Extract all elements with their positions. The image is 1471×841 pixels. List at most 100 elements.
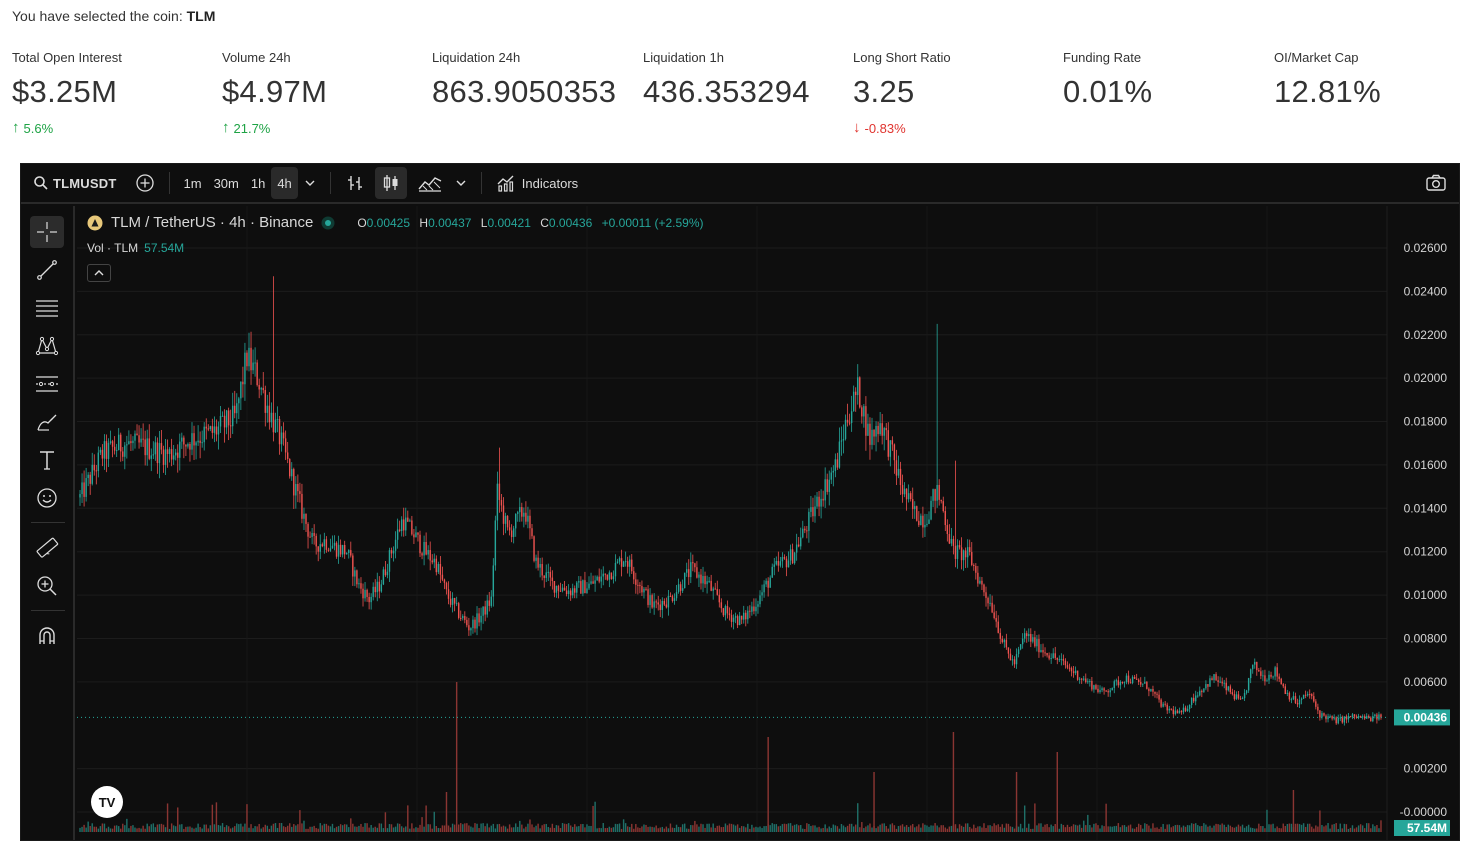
stat-change: ↑ 5.6%: [12, 120, 217, 136]
trend-line-tool[interactable]: [30, 254, 64, 286]
high-label: H: [419, 215, 429, 230]
volume-bar: [836, 826, 839, 832]
volume-bar: [561, 823, 564, 832]
volume-bar: [946, 828, 949, 832]
brush-tool[interactable]: [30, 406, 64, 438]
magnet-tool[interactable]: [30, 620, 64, 652]
volume-bar: [592, 805, 594, 832]
candle-body: [956, 545, 959, 559]
volume-bar: [614, 823, 617, 832]
chart-plot-area[interactable]: 0.02600 0.02400 0.02200 0.02000 0.01800 0.016…: [77, 206, 1460, 841]
interval-dropdown[interactable]: [298, 167, 322, 199]
volume-bar: [590, 825, 592, 832]
interval-1m[interactable]: 1m: [183, 175, 202, 191]
volume-bar: [1288, 823, 1291, 832]
candle-body: [486, 600, 488, 615]
candle-body: [407, 517, 409, 522]
candle-body: [1347, 716, 1350, 720]
volume-bar: [89, 826, 91, 832]
candle-body: [1323, 713, 1325, 716]
camera-icon: [1426, 174, 1446, 191]
candle-body: [777, 560, 780, 566]
volume-bar: [1093, 823, 1095, 832]
interval-4h[interactable]: 4h: [271, 167, 298, 199]
volume-bar: [451, 823, 454, 832]
volume-bar: [1158, 828, 1160, 832]
candle-body: [830, 472, 832, 480]
chart-toolbar: TLMUSDT 1m 30m 1h 4h Indicators: [21, 164, 1459, 204]
volume-bar: [217, 825, 220, 832]
text-tool[interactable]: [30, 444, 64, 476]
symbol-search[interactable]: TLMUSDT: [27, 167, 123, 199]
volume-bar: [449, 827, 452, 832]
volume-bar: [299, 810, 301, 832]
stat-label: Liquidation 24h: [432, 50, 521, 65]
volume-bar: [1205, 824, 1207, 832]
candle-body: [1042, 650, 1044, 653]
measure-tool[interactable]: [30, 532, 64, 564]
candle-body: [1284, 686, 1287, 695]
candle-body: [1028, 634, 1030, 637]
candle-body: [769, 577, 771, 588]
candle-body: [1099, 690, 1101, 693]
bar-style-button[interactable]: [339, 167, 371, 199]
candle-body: [883, 428, 885, 436]
volume-bar: [1180, 827, 1183, 832]
volume-bar: [926, 825, 928, 832]
volume-bar: [400, 826, 403, 832]
volume-bar: [1048, 827, 1050, 832]
candles-style-button[interactable]: [374, 167, 407, 199]
candle-body: [848, 422, 851, 424]
candle-body: [722, 608, 725, 616]
candle-body: [952, 538, 955, 546]
volume-bar: [997, 824, 999, 832]
crosshair-tool[interactable]: [30, 216, 64, 248]
candle-body: [229, 425, 232, 427]
volume-bar: [1072, 824, 1075, 832]
volume-bar: [1078, 824, 1081, 832]
volume-bar: [885, 826, 887, 832]
volume-bar: [1329, 828, 1331, 832]
compare-symbol-button[interactable]: [129, 167, 161, 199]
candle-body: [256, 362, 258, 385]
candle-body: [624, 561, 627, 563]
volume-bar: [960, 825, 963, 832]
interval-30m[interactable]: 30m: [213, 175, 239, 191]
volume-bar: [824, 824, 826, 832]
price-chart[interactable]: 0.02600 0.02400 0.02200 0.02000 0.01800 0.016…: [77, 206, 1460, 841]
volume-bar: [79, 827, 81, 832]
candle-body: [545, 572, 547, 578]
volume-bar: [1370, 828, 1372, 832]
open-value: 0.00425: [366, 215, 411, 230]
candle-body: [828, 479, 830, 492]
volume-bar: [1135, 827, 1138, 832]
pattern-tool[interactable]: [30, 330, 64, 362]
candle-body: [700, 574, 702, 584]
candle-body: [1211, 678, 1213, 681]
candle-body: [745, 612, 747, 620]
volume-bar: [1166, 824, 1168, 832]
fib-retracement-tool[interactable]: [30, 292, 64, 324]
collapse-legend-button[interactable]: [87, 264, 111, 282]
volume-bar: [1292, 790, 1295, 832]
candle-body: [191, 433, 193, 450]
candle-body: [460, 617, 462, 619]
area-style-button[interactable]: [411, 167, 449, 199]
volume-bar: [777, 826, 780, 832]
volume-bar: [291, 826, 293, 832]
snapshot-button[interactable]: [1419, 167, 1453, 199]
volume-bar: [838, 828, 841, 832]
indicators-button[interactable]: Indicators: [490, 167, 584, 199]
volume-bar: [696, 824, 698, 832]
volume-bar: [413, 828, 415, 832]
volume-bar: [1137, 823, 1140, 832]
zoom-tool[interactable]: [30, 570, 64, 602]
chart-type-dropdown[interactable]: [449, 167, 473, 199]
volume-bar: [1052, 826, 1054, 832]
forecast-tool[interactable]: [30, 368, 64, 400]
candle-body: [686, 569, 688, 573]
candle-body: [1306, 694, 1309, 696]
candle-body: [1021, 638, 1024, 645]
emoji-tool[interactable]: [30, 482, 64, 514]
interval-1h[interactable]: 1h: [250, 175, 266, 191]
